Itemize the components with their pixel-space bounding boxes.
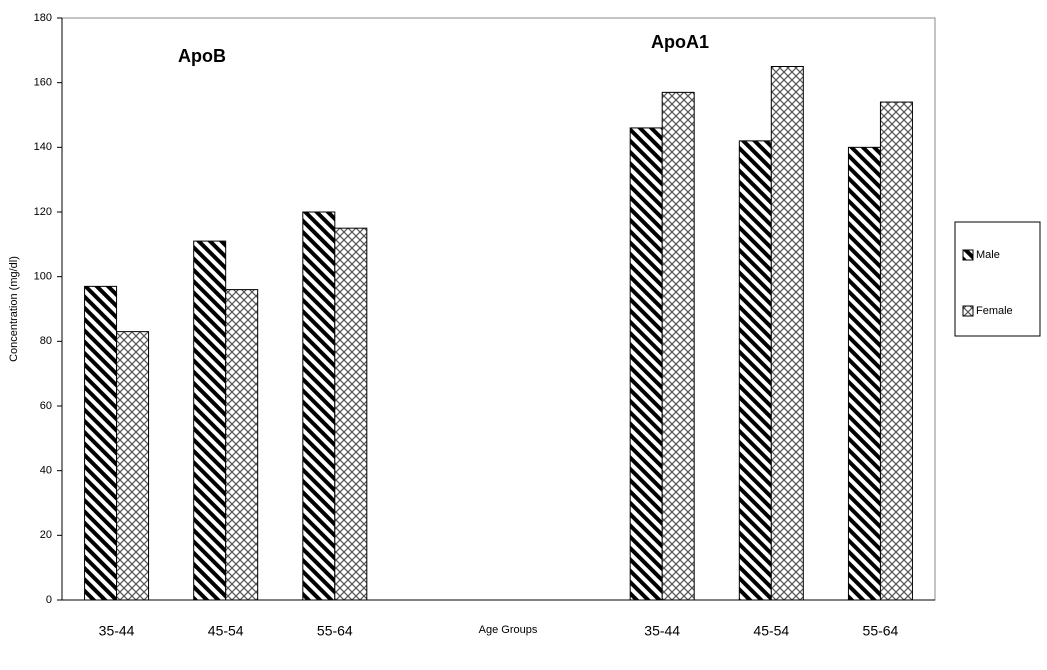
- y-tick-label: 60: [40, 400, 52, 412]
- legend-label: Female: [976, 305, 1013, 317]
- bar: [770, 66, 804, 601]
- x-tick-label: 35-44: [644, 623, 680, 639]
- y-tick-label: 20: [40, 529, 52, 541]
- x-tick-label: 45-54: [208, 623, 244, 639]
- y-tick-label: 180: [34, 12, 52, 24]
- y-tick-label: 0: [46, 594, 52, 606]
- y-tick-label: 140: [34, 141, 52, 153]
- bar: [847, 146, 881, 601]
- bar: [334, 227, 368, 601]
- legend: [954, 221, 1041, 337]
- y-tick-label: 80: [40, 335, 52, 347]
- y-axis-title: Concentration (mg/dl): [8, 256, 20, 362]
- bar: [879, 101, 913, 601]
- x-tick-label: 45-54: [753, 623, 789, 639]
- legend-swatch: [962, 249, 974, 261]
- bar: [193, 240, 227, 601]
- x-tick-label: 55-64: [863, 623, 899, 639]
- bar: [302, 211, 336, 601]
- y-tick-label: 40: [40, 465, 52, 477]
- x-tick-label: 35-44: [99, 623, 135, 639]
- annotation: ApoA1: [651, 32, 709, 52]
- bar: [225, 289, 259, 601]
- x-tick-label: 55-64: [317, 623, 353, 639]
- y-tick-label: 160: [34, 77, 52, 89]
- y-tick-label: 120: [34, 206, 52, 218]
- legend-label: Male: [976, 249, 1000, 261]
- plot-area: [61, 17, 936, 601]
- legend-swatch: [962, 305, 974, 317]
- y-tick-label: 100: [34, 271, 52, 283]
- bar: [629, 127, 663, 601]
- bar: [116, 331, 150, 601]
- x-axis-title: Age Groups: [479, 624, 538, 636]
- bar: [738, 140, 772, 601]
- annotation: ApoB: [178, 46, 226, 66]
- bar: [661, 91, 695, 601]
- bar: [84, 285, 118, 601]
